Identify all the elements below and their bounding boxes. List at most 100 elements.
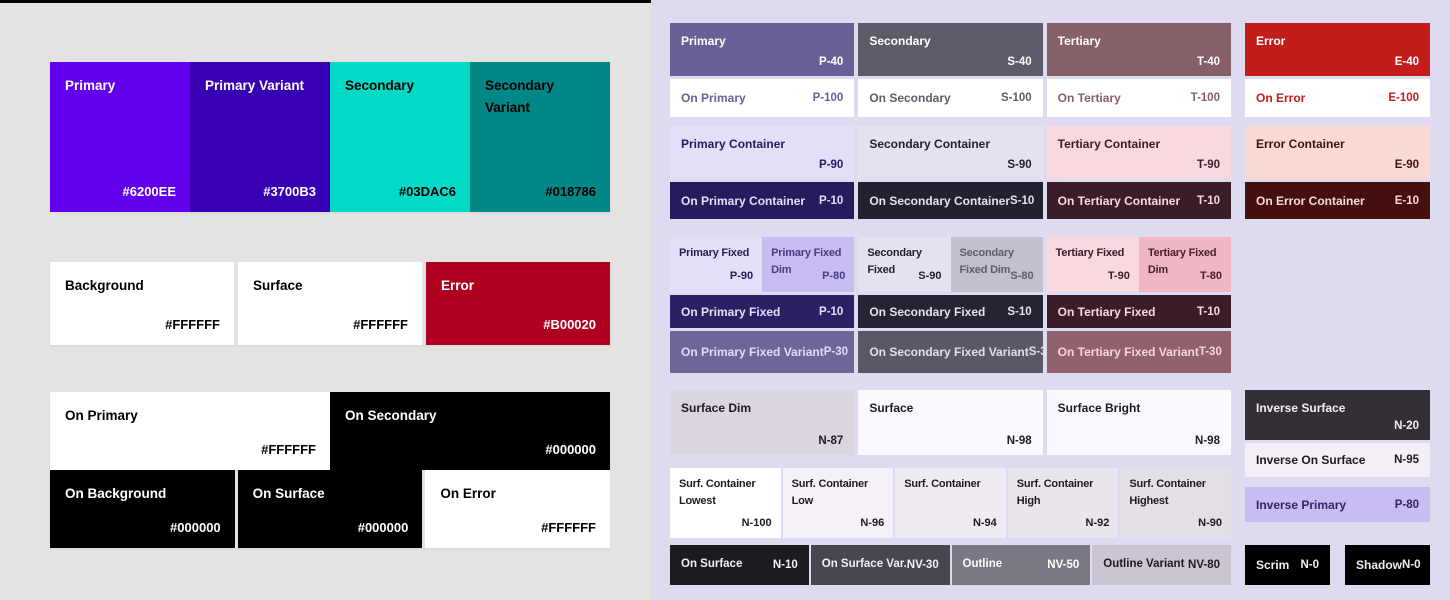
swatch-pair: Primary Fixed P-90 Primary Fixed Dim P-80 bbox=[670, 237, 855, 292]
swatch-row-m2-on-bottom: On Background #000000 On Surface #000000 On … bbox=[50, 470, 611, 548]
swatch-value: S-10 bbox=[1010, 194, 1035, 207]
swatch-label: Tertiary bbox=[1057, 34, 1101, 48]
swatch-label: Primary Fixed Dim bbox=[771, 247, 842, 276]
swatch-value: S-10 bbox=[1007, 305, 1032, 318]
swatch-value: T-90 bbox=[1107, 270, 1130, 282]
swatch-label: Secondary Variant bbox=[485, 78, 555, 116]
swatch-on-background: On Background #000000 bbox=[50, 470, 235, 548]
swatch-on-secondary: On Secondary S-100 bbox=[858, 79, 1043, 117]
swatch-tertiary-fixed: Tertiary Fixed T-90 bbox=[1046, 237, 1139, 292]
swatch-value: S-40 bbox=[1007, 56, 1032, 68]
swatch-error: Error #B00020 bbox=[426, 262, 610, 345]
swatch-tertiary-fixed-dim: Tertiary Fixed Dim T-80 bbox=[1138, 237, 1231, 292]
swatch-row-container: Primary Container P-90 Secondary Container… bbox=[670, 126, 1231, 179]
material3-palette-panel: Primary P-40 Secondary S-40 Tertiary T-40 On P… bbox=[651, 0, 1450, 600]
swatch-value: N-0 bbox=[1300, 559, 1319, 571]
material3-side-swatch-column: Error E-40 On Error E-100 Error Container E-9… bbox=[1245, 0, 1430, 585]
swatch-label: On Background bbox=[65, 486, 167, 501]
swatch-label: Surface Bright bbox=[1057, 401, 1141, 415]
swatch-label: On Surface Var. bbox=[821, 558, 907, 571]
swatch-value: S-80 bbox=[1010, 270, 1034, 282]
swatch-value: E-40 bbox=[1394, 56, 1419, 68]
swatch-label: Surf. Container Lowest bbox=[679, 478, 756, 507]
swatch-label: Inverse On Surface bbox=[1256, 453, 1366, 467]
swatch-label: On Error Container bbox=[1256, 193, 1365, 208]
swatch-label: Surf. Container bbox=[904, 478, 981, 490]
swatch-label: On Primary bbox=[681, 91, 746, 105]
swatch-label: On Primary bbox=[65, 408, 138, 423]
swatch-surf-container-highest: Surf. Container Highest N-90 bbox=[1120, 468, 1231, 538]
swatch-row-on-error-container: On Error Container E-10 bbox=[1245, 182, 1430, 219]
swatch-value: T-100 bbox=[1190, 92, 1220, 104]
swatch-label: Primary Container bbox=[681, 137, 786, 151]
swatch-row-bottom: On Surface N-10 On Surface Var. NV-30 Outlin… bbox=[670, 545, 1231, 585]
swatch-surf-container: Surf. Container N-94 bbox=[895, 468, 1006, 538]
swatch-value: N-0 bbox=[1402, 559, 1421, 571]
swatch-label: Error bbox=[441, 278, 475, 293]
material2-palette-panel: Primary #6200EE Primary Variant #3700B3 Seco… bbox=[0, 0, 651, 600]
swatch-label: Tertiary Fixed Dim bbox=[1147, 247, 1217, 276]
swatch-value: E-100 bbox=[1388, 92, 1419, 104]
swatch-on-surface-var: On Surface Var. NV-30 bbox=[810, 545, 950, 585]
swatch-surface-bright: Surface Bright N-98 bbox=[1046, 390, 1231, 455]
swatch-on-error-container: On Error Container E-10 bbox=[1245, 182, 1430, 219]
swatch-label: Error bbox=[1256, 34, 1286, 48]
swatch-value: S-100 bbox=[1000, 92, 1032, 104]
swatch-value: S-90 bbox=[1007, 159, 1032, 171]
swatch-label: On Primary Fixed bbox=[681, 304, 781, 319]
swatch-label: On Surface bbox=[681, 558, 743, 571]
swatch-value: N-92 bbox=[1085, 517, 1110, 529]
swatch-label: Surf. Container Low bbox=[791, 478, 869, 507]
swatch-primary: Primary #6200EE bbox=[50, 62, 190, 212]
swatch-label: Surf. Container Highest bbox=[1129, 478, 1206, 507]
swatch-primary-container: Primary Container P-90 bbox=[670, 126, 855, 179]
swatch-primary-fixed-dim: Primary Fixed Dim P-80 bbox=[762, 237, 855, 292]
swatch-on-surface: On Surface #000000 bbox=[237, 470, 423, 548]
swatch-label: Surface bbox=[253, 278, 303, 293]
swatch-label: Tertiary Container bbox=[1057, 137, 1161, 151]
swatch-label: Primary Fixed bbox=[679, 247, 750, 259]
swatch-pair: Tertiary Fixed T-90 Tertiary Fixed Dim T-80 bbox=[1046, 237, 1231, 292]
swatch-label: Secondary Fixed Dim bbox=[959, 247, 1015, 276]
swatch-value: P-40 bbox=[819, 56, 844, 68]
swatch-tertiary-container: Tertiary Container T-90 bbox=[1046, 126, 1231, 179]
swatch-value: N-98 bbox=[1006, 435, 1032, 447]
swatch-on-secondary-container: On Secondary Container S-10 bbox=[858, 182, 1043, 219]
swatch-value: #FFFFFF bbox=[165, 317, 220, 332]
swatch-tertiary: Tertiary T-40 bbox=[1046, 23, 1231, 76]
swatch-label: On Error bbox=[440, 486, 496, 501]
swatch-scrim: Scrim N-0 bbox=[1245, 545, 1330, 585]
swatch-row-m2-key: Primary #6200EE Primary Variant #3700B3 Seco… bbox=[50, 62, 610, 212]
swatch-secondary-variant: Secondary Variant #018786 bbox=[470, 62, 610, 212]
swatch-primary-variant: Primary Variant #3700B3 bbox=[190, 62, 330, 212]
swatch-on-secondary: On Secondary #000000 bbox=[330, 392, 610, 470]
swatch-label: On Secondary Container bbox=[869, 193, 1011, 208]
swatch-value: P-100 bbox=[812, 92, 844, 104]
swatch-row-on-container: On Primary Container P-10 On Secondary Con… bbox=[670, 182, 1231, 219]
swatch-row-fixed: Primary Fixed P-90 Primary Fixed Dim P-80 Se… bbox=[670, 237, 1231, 292]
swatch-value: P-80 bbox=[822, 270, 846, 282]
swatch-row-m2-base: Background #FFFFFF Surface #FFFFFF Error #B00… bbox=[50, 262, 610, 345]
swatch-label: On Error bbox=[1256, 91, 1306, 105]
swatch-value: N-87 bbox=[818, 435, 844, 447]
swatch-label: On Secondary Fixed Variant bbox=[869, 345, 1029, 359]
swatch-row-error: Error E-40 bbox=[1245, 23, 1430, 76]
swatch-surf-container-lowest: Surf. Container Lowest N-100 bbox=[670, 468, 781, 538]
swatch-on-error: On Error E-100 bbox=[1245, 79, 1430, 117]
swatch-value: P-30 bbox=[823, 346, 849, 358]
swatch-label: On Secondary Fixed bbox=[869, 304, 986, 319]
swatch-value: T-10 bbox=[1196, 194, 1220, 207]
swatch-row-on-error: On Error E-100 bbox=[1245, 79, 1430, 117]
swatch-label: Outline bbox=[962, 558, 1003, 571]
top-rule bbox=[0, 0, 651, 3]
swatch-label: Surface Dim bbox=[681, 401, 752, 415]
swatch-label: Secondary Fixed bbox=[867, 247, 922, 276]
swatch-label: Tertiary Fixed bbox=[1055, 247, 1125, 259]
swatch-value: N-10 bbox=[772, 559, 798, 571]
swatch-background: Background #FFFFFF bbox=[50, 262, 234, 345]
swatch-value: N-95 bbox=[1394, 454, 1419, 466]
swatch-value: NV-80 bbox=[1188, 559, 1220, 571]
swatch-row-inverse-on-surface: Inverse On Surface N-95 bbox=[1245, 443, 1430, 477]
swatch-surface: Surface #FFFFFF bbox=[238, 262, 422, 345]
swatch-value: S-30 bbox=[1028, 346, 1043, 358]
